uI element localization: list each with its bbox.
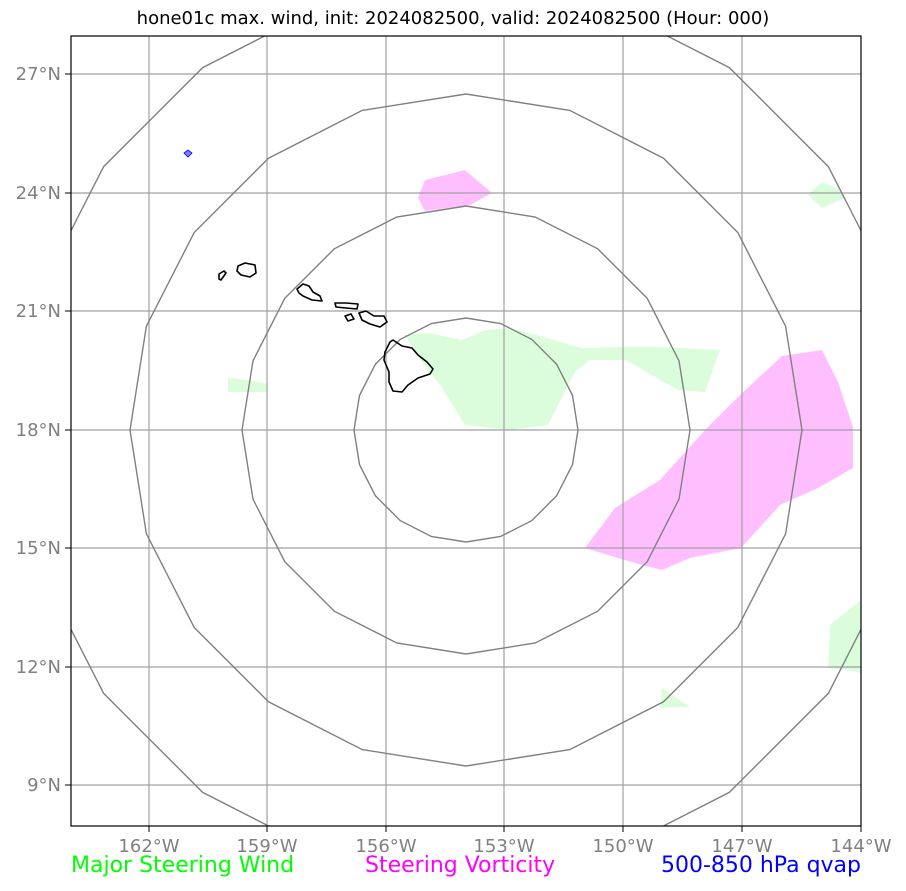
island-hawaii: [383, 339, 434, 393]
map-title: hone01c max. wind, init: 2024082500, val…: [136, 8, 770, 29]
range-rings: [71, 36, 861, 826]
range-ring-3: [129, 93, 803, 767]
lon-label-156w: 156°W: [355, 836, 416, 857]
graticule: [71, 36, 861, 826]
lat-label-15n: 15°N: [16, 538, 61, 559]
island-kauai: [236, 262, 257, 278]
wind-area-west: [228, 378, 268, 392]
lon-label-150w: 150°W: [592, 836, 653, 857]
lat-label-27n: 27°N: [16, 64, 61, 85]
lon-label-159w: 159°W: [236, 836, 297, 857]
plot-frame: [70, 35, 862, 827]
island-niihau: [218, 270, 227, 281]
axis-ticks: [65, 73, 862, 832]
major-steering-wind-shading: [228, 182, 861, 708]
wind-area-central: [405, 328, 720, 430]
wind-area-northeast: [808, 182, 845, 208]
steering-vorticity-shading: [418, 170, 853, 570]
wind-area-south: [660, 688, 690, 708]
island-molokai: [334, 302, 359, 310]
map-plot-area: [71, 36, 861, 826]
island-maui: [358, 310, 388, 328]
lat-label-18n: 18°N: [16, 420, 61, 441]
qvap-shading: [183, 149, 193, 158]
longitude-labels: 162°W 159°W 156°W 153°W 150°W 147°W 144°…: [118, 836, 891, 857]
coastlines: [218, 262, 434, 393]
lat-label-9n: 9°N: [27, 775, 61, 796]
range-ring-2: [241, 205, 691, 655]
island-oahu: [296, 283, 323, 302]
range-ring-1: [353, 317, 579, 543]
qvap-spot: [183, 149, 193, 158]
vorticity-area-southeast: [585, 350, 853, 570]
wind-area-east: [828, 600, 861, 673]
range-ring-4: [71, 36, 861, 826]
lon-label-153w: 153°W: [473, 836, 534, 857]
lon-label-147w: 147°W: [711, 836, 772, 857]
vorticity-area-north: [418, 170, 492, 211]
lat-label-12n: 12°N: [16, 657, 61, 678]
legend-qvap: 500-850 hPa qvap: [660, 853, 861, 878]
legend-major-steering-wind: Major Steering Wind: [71, 853, 295, 878]
latitude-labels: 27°N 24°N 21°N 18°N 15°N 12°N 9°N: [16, 64, 61, 796]
island-lanai: [344, 313, 355, 322]
lat-label-21n: 21°N: [16, 301, 61, 322]
lon-label-144w: 144°W: [830, 836, 891, 857]
lon-label-162w: 162°W: [118, 836, 179, 857]
lat-label-24n: 24°N: [16, 183, 61, 204]
legend-steering-vorticity: Steering Vorticity: [365, 853, 556, 878]
